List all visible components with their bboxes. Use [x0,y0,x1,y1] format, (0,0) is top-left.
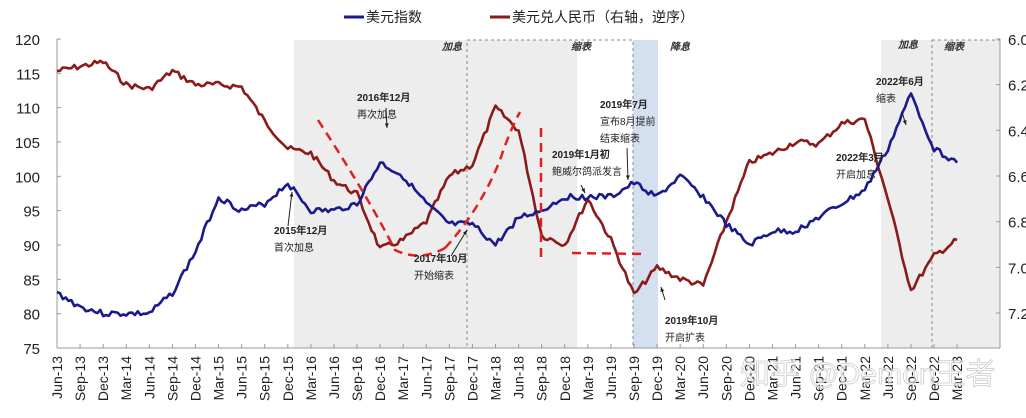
left-axis-tick: 110 [16,101,40,118]
x-axis-tick: Jun-20 [695,356,711,399]
annotation-text: 首次加息 [274,241,314,254]
x-axis-tick: Mar-21 [764,356,780,401]
annotation-text: 缩表 [876,92,896,105]
x-axis-tick: Sep-14 [164,356,180,401]
annotation-text: 再次加息 [357,108,397,121]
x-axis-tick: Jun-16 [326,356,342,399]
x-axis-tick: Dec-16 [372,356,388,401]
x-axis-tick: Mar-23 [949,356,965,401]
legend-dxy: 美元指数 [366,9,422,25]
annotation-text: 开始缩表 [414,269,454,282]
x-axis-tick: Sep-15 [257,356,273,401]
left-axis-tick: 90 [23,238,40,255]
x-axis-tick: Jun-19 [603,356,619,399]
region-label: 加息 [897,39,919,51]
annotation-text: 结束缩表 [600,132,640,145]
right-axis-tick: 7.2 [1008,306,1026,323]
x-axis-tick: Jun-22 [880,356,896,399]
legend-usdcny: 美元兑人民币（右轴，逆序） [512,9,694,25]
annotation-title: 2022年6月 [876,75,924,88]
annotation-text: 开启加息 [836,168,876,181]
right-axis-tick: 6.8 [1008,215,1026,232]
x-axis-tick: Jun-13 [49,356,65,399]
data-lines [56,59,959,318]
x-axis-tick: Mar-17 [395,356,411,401]
series-usdcny-line [56,59,958,295]
annotation-title: 2019年10月 [665,314,718,327]
legend: 美元指数 美元兑人民币（右轴，逆序） [344,9,694,25]
x-axis-tick: Dec-19 [649,356,665,401]
x-axis-tick: Jun-14 [141,356,157,399]
right-axis-tick: 6.6 [1008,169,1026,186]
region-label: 降息 [670,41,691,53]
trend-dashes [316,111,647,258]
region-rate-hike-2022 [881,40,1000,348]
right-axis-tick: 6.4 [1008,123,1026,140]
shaded-regions: 加息 缩表 降息 加息 缩表 [294,39,1001,349]
x-axis-tick: Dec-22 [926,356,942,401]
x-axis-tick: Mar-19 [580,356,596,401]
left-axis-tick: 85 [23,272,40,289]
annotation-text: 宣布8月提前 [600,115,656,128]
left-axis-tick: 105 [15,135,40,152]
annotation-title: 2017年10月 [414,252,467,265]
x-axis-tick: Mar-20 [672,356,688,401]
annotation-text: 开启扩表 [665,331,705,344]
left-axis-tick: 115 [16,66,40,83]
left-axis-tick: 120 [15,32,40,49]
annotation-text: 鲍威尔鸽派发言 [552,165,622,178]
x-axis-tick: Dec-13 [95,356,111,401]
left-axis-tick: 100 [15,169,40,186]
left-axis-tick: 95 [23,204,40,221]
x-axis-tick: Sep-21 [811,356,827,401]
x-axis-tick: Sep-18 [534,356,550,401]
region-label: 缩表 [944,41,966,53]
x-axis-tick: Sep-17 [441,356,457,401]
x-axis-tick: Sep-22 [903,356,919,401]
right-axis-tick: 7.0 [1008,260,1026,277]
x-axis-tick: Dec-21 [834,356,850,401]
annotation-title: 2019年7月 [600,98,648,111]
x-axis-tick: Mar-15 [211,356,227,401]
left-axis-tick: 80 [23,307,40,324]
series-dxy-line [56,92,959,318]
annotation-title: 2016年12月 [357,91,410,104]
axes: 120 115 110 105 100 95 90 85 80 75 6.0 6.2 6.4 6.6 6.8… [15,32,1026,401]
x-axis-tick: Mar-14 [118,356,134,401]
annotation-title: 2022年3月 [836,151,884,164]
x-axis-tick: Sep-20 [718,356,734,401]
region-qt-2017 [466,39,634,349]
x-axis-tick: Jun-21 [788,356,804,399]
right-axis-tick: 6.0 [1008,32,1026,49]
region-rate-hike-2015 [294,40,577,348]
watermark: 知乎 @Demon王者 [740,358,996,391]
region-label: 加息 [441,41,463,53]
x-axis-tick: Jun-18 [511,356,527,399]
x-axis-tick: Dec-15 [280,356,296,401]
x-axis-tick: Dec-14 [187,356,203,401]
x-axis-tick: Dec-20 [741,356,757,401]
left-axis-tick: 75 [23,341,40,358]
x-axis-tick: Dec-17 [464,356,480,401]
x-axis-tick: Mar-18 [488,356,504,401]
annotation-title: 2019年1月初 [552,148,610,161]
x-axis-tick: Sep-13 [72,356,88,401]
x-axis-tick: Sep-19 [626,356,642,401]
x-axis-tick: Jun-15 [234,356,250,399]
annotation-title: 2015年12月 [274,224,327,237]
x-axis-tick: Mar-22 [857,356,873,401]
x-axis-tick: Jun-17 [418,356,434,399]
right-axis-tick: 6.2 [1008,78,1026,95]
region-label: 缩表 [571,41,593,53]
x-axis-tick: Mar-16 [303,356,319,401]
x-axis-tick: Sep-16 [349,356,365,401]
x-axis-tick: Dec-18 [557,356,573,401]
